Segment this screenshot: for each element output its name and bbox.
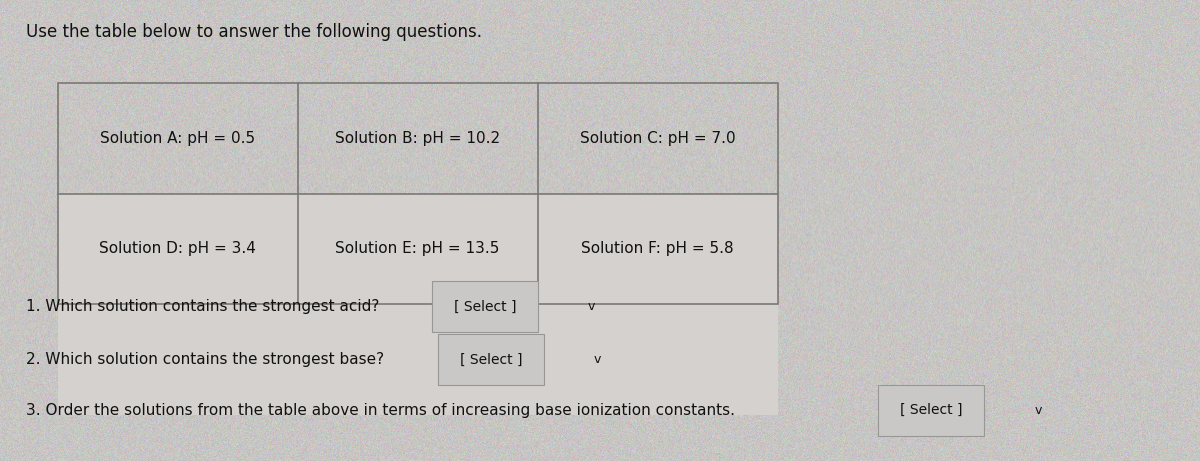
- Text: v: v: [588, 300, 595, 313]
- Text: v: v: [594, 353, 601, 366]
- Text: v: v: [1034, 404, 1042, 417]
- Bar: [58, 83, 778, 304]
- Bar: [538, 194, 778, 304]
- Bar: [878, 385, 984, 436]
- Text: Solution D: pH = 3.4: Solution D: pH = 3.4: [100, 242, 256, 256]
- Text: Solution C: pH = 7.0: Solution C: pH = 7.0: [580, 131, 736, 146]
- Bar: [58, 304, 298, 415]
- Text: 1. Which solution contains the strongest acid?: 1. Which solution contains the strongest…: [26, 299, 379, 314]
- Bar: [58, 194, 298, 304]
- Text: [ Select ]: [ Select ]: [460, 353, 522, 366]
- Bar: [298, 194, 538, 304]
- Text: [ Select ]: [ Select ]: [900, 403, 962, 417]
- Text: Solution E: pH = 13.5: Solution E: pH = 13.5: [336, 242, 499, 256]
- Bar: [538, 304, 778, 415]
- Bar: [438, 334, 544, 385]
- Bar: [298, 304, 538, 415]
- Text: Solution A: pH = 0.5: Solution A: pH = 0.5: [100, 131, 256, 146]
- Text: 3. Order the solutions from the table above in terms of increasing base ionizati: 3. Order the solutions from the table ab…: [26, 403, 736, 418]
- Text: Solution F: pH = 5.8: Solution F: pH = 5.8: [581, 242, 734, 256]
- Text: [ Select ]: [ Select ]: [454, 300, 516, 313]
- Text: 2. Which solution contains the strongest base?: 2. Which solution contains the strongest…: [26, 352, 384, 367]
- Text: Solution B: pH = 10.2: Solution B: pH = 10.2: [335, 131, 500, 146]
- Bar: [432, 281, 538, 332]
- Text: Use the table below to answer the following questions.: Use the table below to answer the follow…: [26, 23, 482, 41]
